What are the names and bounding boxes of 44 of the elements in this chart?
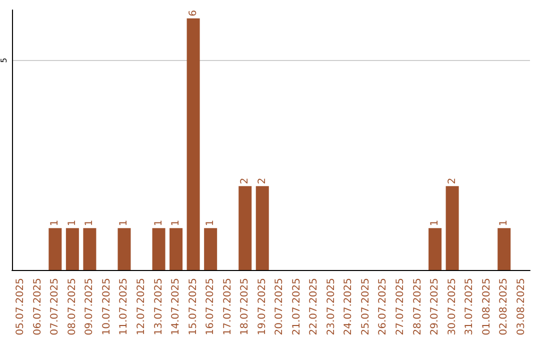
x-tick-label: 03.08.2025 [516,278,527,336]
x-tick-label: 02.08.2025 [498,278,510,336]
x-tick-label: 14.07.2025 [170,278,182,336]
data-label: 1 [153,220,164,226]
x-tick-label: 07.07.2025 [50,278,61,336]
x-tick-label: 25.07.2025 [360,278,372,336]
data-label: 1 [50,220,61,226]
x-tick-label: 12.07.2025 [136,278,147,336]
x-tick-label: 08.07.2025 [66,278,78,336]
x-tick-label: 18.07.2025 [240,278,251,336]
x-tick-label: 13.07.2025 [153,278,164,336]
data-label: 1 [430,220,441,226]
data-label: 6 [188,10,199,16]
x-tick-label: 29.07.2025 [430,278,441,336]
x-tick-label: 21.07.2025 [291,278,302,336]
x-tick-label: 05.07.2025 [15,278,26,336]
data-label: 1 [170,220,182,226]
x-tick-label: 19.07.2025 [256,278,268,336]
data-label: 1 [84,220,96,226]
data-label: 2 [446,178,458,184]
x-tick-label: 17.07.2025 [222,278,234,336]
x-tick-label: 28.07.2025 [412,278,424,336]
x-tick-label: 10.07.2025 [101,278,112,336]
x-tick-label: 27.07.2025 [395,278,406,336]
x-tick-label: 22.07.2025 [308,278,320,336]
data-label: 1 [205,220,216,226]
x-tick-label: 20.07.2025 [274,278,286,336]
x-tick-label: 31.07.2025 [464,278,476,336]
x-tick-label: 01.08.2025 [481,278,492,336]
x-tick-label: 15.07.2025 [188,278,199,336]
x-tick-label: 26.07.2025 [378,278,389,336]
x-tick-label: 23.07.2025 [326,278,337,336]
x-tick-label: 11.07.2025 [118,278,130,336]
data-label: 2 [256,178,268,184]
data-label: 1 [498,220,510,226]
x-tick-label: 16.07.2025 [205,278,216,336]
data-label: 2 [240,178,251,184]
x-tick-label: 09.07.2025 [84,278,96,336]
x-tick-label: 06.07.2025 [32,278,44,336]
data-label: 1 [118,220,130,226]
x-tick-label: 24.07.2025 [343,278,354,336]
y-tick-label: 5 [0,58,8,63]
data-label: 1 [66,220,78,226]
x-tick-label: 30.07.2025 [446,278,458,336]
